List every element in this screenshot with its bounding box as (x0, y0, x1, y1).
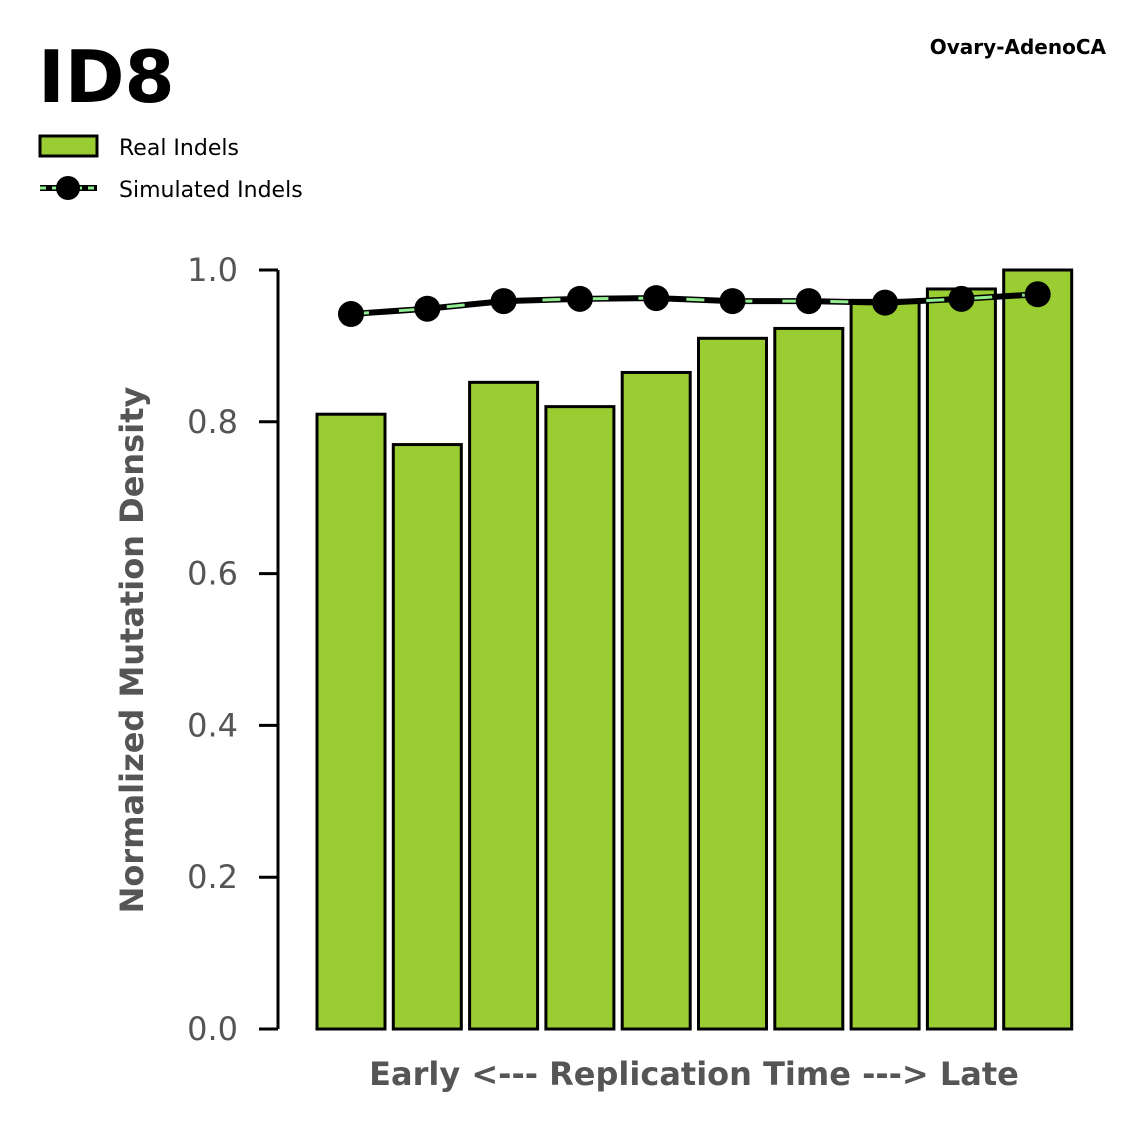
bar-6 (697, 336, 768, 1031)
legend-swatch-real (38, 134, 99, 158)
x-axis-label: Early <--- Replication Time ---> Late (369, 1055, 1019, 1093)
bar-9 (925, 287, 997, 1031)
simulated-point-2 (414, 295, 441, 322)
y-tick-label-3: 0.6 (187, 555, 238, 593)
bar-4 (544, 405, 616, 1031)
bar-3 (468, 380, 540, 1031)
chart-subtitle: Ovary-AdenoCA (930, 35, 1107, 59)
simulated-point-8 (872, 289, 899, 316)
y-tick-label-0: 0.0 (187, 1010, 238, 1048)
simulated-point-9 (948, 285, 975, 312)
simulated-point-3 (490, 288, 517, 315)
bar-group (315, 268, 1074, 1031)
bar-2 (391, 443, 463, 1031)
bar-8 (849, 298, 921, 1031)
legend-marker-simulated (56, 176, 80, 200)
simulated-point-7 (795, 288, 822, 315)
chart-title: ID8 (38, 35, 175, 119)
simulated-point-10 (1024, 281, 1051, 308)
bar-5 (620, 370, 692, 1031)
legend-label-simulated: Simulated Indels (119, 178, 303, 203)
simulated-point-5 (643, 285, 670, 312)
simulated-point-6 (719, 288, 746, 315)
bar-1 (315, 412, 387, 1031)
simulated-point-4 (566, 285, 593, 312)
legend-label-real: Real Indels (119, 136, 239, 161)
bar-7 (773, 326, 845, 1031)
y-tick-label-5: 1.0 (187, 251, 238, 289)
simulated-point-1 (338, 301, 364, 328)
legend: Real Indels Simulated Indels (38, 134, 303, 203)
y-axis: 0.0 0.2 0.4 0.6 0.8 1.0 (187, 251, 280, 1048)
simulated-line-group (338, 281, 1051, 328)
simulated-line-dash (350, 292, 1038, 316)
y-tick-label-4: 0.8 (187, 403, 238, 441)
y-tick-label-1: 0.2 (187, 858, 238, 896)
bar-10 (1002, 268, 1074, 1031)
y-tick-label-2: 0.4 (187, 706, 238, 744)
y-axis-label: Normalized Mutation Density (113, 387, 151, 914)
